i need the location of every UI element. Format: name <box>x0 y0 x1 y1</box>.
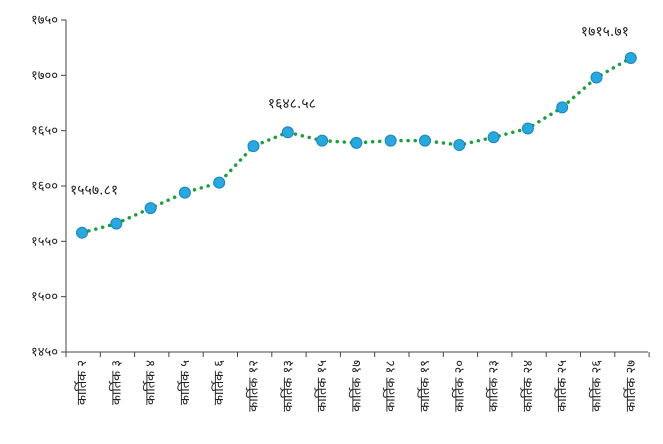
data-point <box>247 140 260 153</box>
data-value-label: १६४८.५८ <box>268 96 316 112</box>
data-point <box>178 186 191 199</box>
x-category-label: कार्तिक २ <box>74 360 90 405</box>
data-point <box>316 134 329 147</box>
y-tick-label: १७५० <box>31 13 58 28</box>
series-line <box>80 56 633 235</box>
data-point <box>521 122 534 135</box>
data-point <box>281 126 294 139</box>
data-value-label: १५५७.८१ <box>70 183 118 199</box>
x-category-label: कार्तिक १७ <box>348 360 364 412</box>
x-category-label: कार्तिक ३ <box>108 360 124 405</box>
x-category-label: कार्तिक १५ <box>314 360 330 412</box>
data-point <box>110 217 123 230</box>
x-category-label: कार्तिक २३ <box>486 360 502 412</box>
data-point <box>624 51 637 64</box>
data-value-label: १७१५.७१ <box>581 24 629 40</box>
x-category-label: कार्तिक १८ <box>383 360 399 412</box>
data-point <box>419 134 431 147</box>
x-category-label: कार्तिक १२ <box>246 360 262 412</box>
x-category-label: कार्तिक २६ <box>589 360 605 412</box>
y-tick-label: १४५० <box>31 345 58 360</box>
y-tick-label: १६५० <box>31 124 58 139</box>
y-tick-label: १५०० <box>31 290 58 305</box>
x-category-label: कार्तिक ४ <box>143 360 159 405</box>
x-category-label: कार्तिक २५ <box>554 360 570 412</box>
data-point <box>384 134 397 147</box>
x-category-label: कार्तिक २४ <box>520 360 536 412</box>
x-category-label: कार्तिक २७ <box>623 360 639 412</box>
y-tick-label: १६०० <box>31 179 58 194</box>
x-category-label: कार्तिक २० <box>451 360 467 412</box>
x-category-label: कार्तिक १९ <box>417 360 433 412</box>
data-point <box>76 226 88 239</box>
y-tick-label: १५५० <box>31 234 58 249</box>
x-category-label: कार्तिक १३ <box>280 360 296 412</box>
data-point <box>487 131 500 144</box>
data-point <box>556 101 569 114</box>
x-category-label: कार्तिक ५ <box>177 360 193 405</box>
data-point <box>590 71 603 84</box>
data-point <box>144 202 157 215</box>
y-tick-label: १७०० <box>31 68 58 83</box>
data-point <box>350 136 363 149</box>
data-point <box>453 139 466 152</box>
x-category-label: कार्तिक ६ <box>211 360 227 405</box>
data-point <box>213 176 226 189</box>
